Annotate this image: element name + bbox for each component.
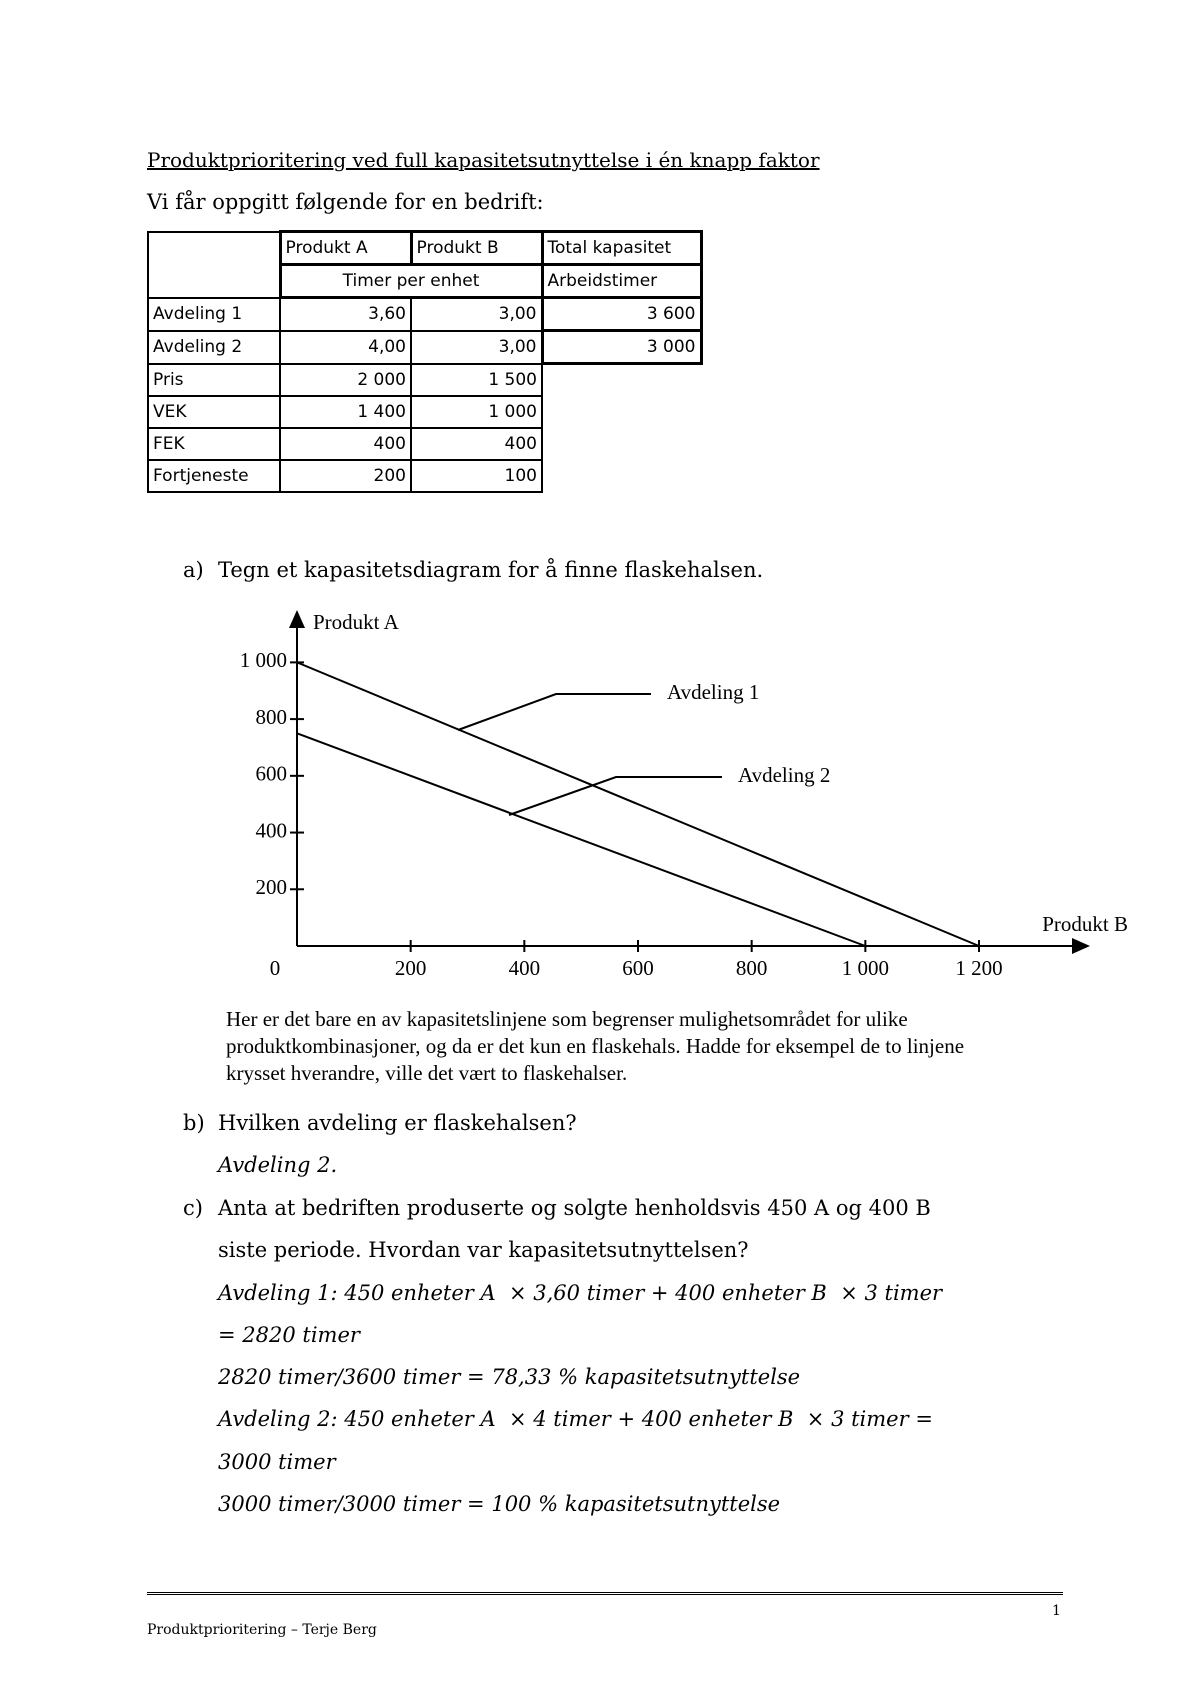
x-axis-label: Produkt B [1042, 912, 1128, 936]
y-tick-label: 800 [256, 705, 288, 729]
table-row: FEK 400 400 [147, 426, 701, 461]
header-cell: Produkt A [278, 230, 413, 266]
table-row: Pris 2 000 1 500 [147, 362, 701, 397]
cell: 3,00 [410, 329, 543, 365]
cell: 400 [279, 426, 412, 461]
table-row: Fortjeneste 200 100 [147, 458, 701, 493]
cell: 3,60 [279, 296, 412, 332]
intro: Vi får oppgitt følgende for en bedrift: [147, 190, 544, 214]
x-tick-label: 400 [509, 956, 541, 980]
cell: 3,00 [410, 296, 543, 332]
x-tick-label: 800 [736, 956, 768, 980]
cell: 1 500 [410, 362, 543, 397]
question-label: b) [183, 1111, 205, 1135]
y-tick-label: 1 000 [240, 648, 287, 672]
cell: 1 400 [279, 394, 412, 429]
caption-line: Her er det bare en av kapasitetslinjene … [226, 1007, 908, 1031]
page-number: 1 [1052, 1603, 1061, 1619]
leader-line [508, 776, 722, 816]
leader-line [457, 693, 651, 731]
table-row: Avdeling 1 3,60 3,00 3 600 [147, 296, 703, 332]
y-axis-label: Produkt A [313, 610, 400, 634]
header-cell: Total kapasitet [540, 230, 703, 266]
row-label: Avdeling 2 [147, 329, 281, 365]
row-label: Avdeling 1 [147, 296, 281, 332]
row-label: FEK [147, 426, 281, 461]
doc-title: Produktprioritering ved full kapasitetsu… [147, 148, 820, 172]
question: Hvilken avdeling er flaskehalsen? [218, 1111, 577, 1135]
table-row: VEK 1 400 1 000 [147, 394, 701, 429]
y-tick-label: 600 [256, 762, 288, 786]
cell: 200 [279, 458, 412, 493]
answer-line: 2820 timer/3600 timer = 78,33 % kapasite… [218, 1365, 801, 1389]
answer-line: Avdeling 2: 450 enheter A × 4 timer + 40… [218, 1407, 933, 1431]
table-row: Avdeling 2 4,00 3,00 3 000 [147, 329, 703, 365]
x-tick-label: 1 200 [955, 956, 1002, 980]
y-tick-label: 400 [256, 818, 288, 842]
annotation: Avdeling 2 [738, 763, 830, 787]
x-tick-label: 200 [395, 956, 427, 980]
answer-line: = 2820 timer [218, 1323, 360, 1347]
question-label: a) [183, 558, 204, 582]
x-tick-label: 0 [270, 956, 281, 980]
cell: 4,00 [279, 329, 412, 365]
annotation: Avdeling 1 [667, 680, 759, 704]
subheader-cell: Timer per enhet [278, 263, 544, 299]
cell: 3 600 [540, 296, 703, 332]
table-header: Produkt A Produkt B Total kapasitet [147, 230, 703, 299]
row-label: Fortjeneste [147, 458, 281, 493]
cell: 400 [410, 426, 543, 461]
footer-text: Produktprioritering – Terje Berg [147, 1622, 377, 1638]
answer-line: Avdeling 1: 450 enheter A × 3,60 timer +… [218, 1281, 943, 1305]
question: siste periode. Hvordan var kapasitetsutn… [218, 1238, 749, 1262]
x-tick-label: 1 000 [842, 956, 889, 980]
header-cell: Produkt B [409, 230, 544, 266]
question-label: c) [183, 1196, 203, 1220]
row-label: Pris [147, 362, 281, 397]
caption-line: krysset hverandre, ville det vært to fla… [226, 1061, 628, 1085]
answer-line: 3000 timer [218, 1450, 336, 1474]
capacity-line [296, 732, 866, 947]
y-tick-label: 200 [256, 875, 288, 899]
subheader-cell: Arbeidstimer [540, 263, 703, 299]
caption-line: produktkombinasjoner, og da er det kun e… [226, 1034, 965, 1058]
question: Tegn et kapasitetsdiagram for å finne fl… [218, 558, 764, 582]
question: Anta at bedriften produserte og solgte h… [218, 1196, 931, 1220]
capacity-line [296, 661, 980, 947]
x-tick-label: 600 [622, 956, 654, 980]
table-subheader: Timer per enhet Arbeidstimer [148, 263, 703, 299]
cell: 2 000 [279, 362, 412, 397]
row-label: VEK [147, 394, 281, 429]
cell: 100 [410, 458, 543, 493]
cell: 1 000 [410, 394, 543, 429]
cell: 3 000 [540, 329, 703, 365]
answer-line: 3000 timer/3000 timer = 100 % kapasitets… [218, 1492, 781, 1516]
corner-cell [147, 230, 281, 299]
data-table: Produkt A Produkt B Total kapasitet Time… [147, 230, 703, 493]
footer-rule [147, 1592, 1063, 1595]
answer: Avdeling 2. [218, 1153, 338, 1177]
